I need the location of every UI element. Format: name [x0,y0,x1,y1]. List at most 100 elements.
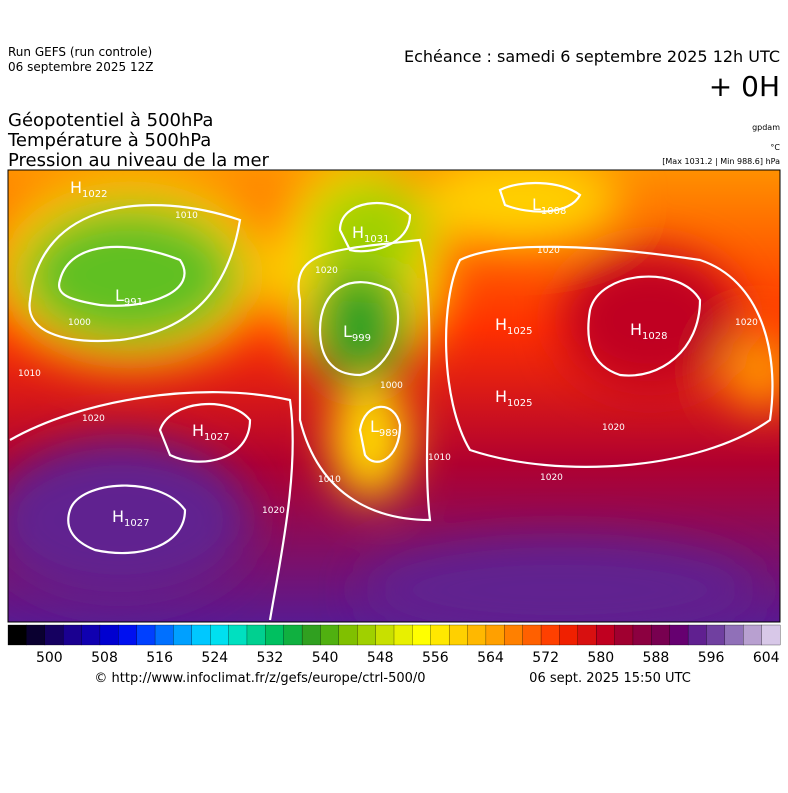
center-value: 1031 [364,234,389,245]
colorbar-swatch [118,624,138,646]
colorbar-tick-label: 524 [201,650,228,666]
colorbar-swatch [669,624,689,646]
unit: gpdam [752,123,780,132]
center-value: 989 [379,428,398,439]
colorbar-swatch [210,624,230,646]
isobar-label: 1020 [315,266,338,276]
colorbar-swatch [632,624,652,646]
pressure-center: H1025 [495,387,532,409]
colorbar-swatch [614,624,634,646]
colorbar-swatch [301,624,321,646]
colorbar-tick-label: 516 [146,650,173,666]
colorbar-swatch [283,624,303,646]
colorbar-swatch [467,624,487,646]
colorbar-swatch [99,624,119,646]
colorbar-swatch [577,624,597,646]
pressure-center: L991 [115,286,143,308]
pressure-center: H1031 [352,223,389,245]
colorbar-swatch [246,624,266,646]
colorbar-swatch [62,624,82,646]
unit: °C [770,143,780,152]
colorbar-swatch [357,624,377,646]
unit: [Max 1031.2 | Min 988.6] hPa [662,157,780,166]
colorbar-swatch [228,624,248,646]
pressure-center: H1027 [192,421,229,443]
center-value: 1027 [124,518,149,529]
center-value: 1025 [507,326,532,337]
center-kind: H [112,507,124,526]
isobar-label: 1000 [380,381,403,391]
center-value: 1028 [642,331,667,342]
colorbar-swatch [136,624,156,646]
isobar-label: 1020 [537,246,560,256]
isobar-label: 1020 [602,423,625,433]
title: Température à 500hPa [7,130,211,151]
colorbar-swatch [320,624,340,646]
colorbar-tick-label: 540 [312,650,339,666]
isobar-label: 1020 [540,473,563,483]
colorbar-swatch [375,624,395,646]
isobar-label: 1020 [262,506,285,516]
center-value: 1025 [507,398,532,409]
isobar-label: 1010 [318,475,341,485]
pressure-center: L999 [343,322,371,344]
colorbar-tick-label: 556 [422,650,449,666]
lead-time: + 0H [709,70,780,103]
colorbar-swatch [412,624,432,646]
pressure-center: H1022 [70,178,107,200]
colorbar-tick-label: 508 [91,650,118,666]
colorbar-swatch [448,624,468,646]
colorbar-swatch [706,624,726,646]
colorbar-swatch [540,624,560,646]
center-kind: H [70,178,82,197]
isobar-label: 1010 [18,369,41,379]
isobar-label: 1000 [68,318,91,328]
colorbar-swatch [559,624,579,646]
center-value: 999 [352,333,371,344]
colorbar-swatch [154,624,174,646]
colorbar-swatch [338,624,358,646]
colorbar-swatch [44,624,64,646]
colorbar-tick-label: 532 [257,650,284,666]
center-kind: H [495,315,507,334]
title: Géopotentiel à 500hPa [8,110,213,131]
valid-time: Echéance : samedi 6 septembre 2025 12h U… [404,47,780,66]
pressure-center: L1008 [532,195,566,217]
colorbar-swatch [596,624,616,646]
colorbar-swatch [761,624,781,646]
colorbar-swatch [430,624,450,646]
colorbar-tick-label: 580 [587,650,614,666]
pressure-center: H1025 [495,315,532,337]
colorbar-swatch [393,624,413,646]
colorbar-tick-label: 564 [477,650,504,666]
colorbar-tick-label: 572 [532,650,559,666]
pressure-center: H1027 [112,507,149,529]
colorbar-tick-label: 588 [643,650,670,666]
colorbar-swatch [7,624,27,646]
pressure-center: H1028 [630,320,667,342]
colorbar-swatch [724,624,744,646]
colorbar-swatch [485,624,505,646]
center-kind: L [343,322,352,341]
center-kind: H [352,223,364,242]
colorbar-swatch [504,624,524,646]
center-kind: H [192,421,204,440]
center-value: 991 [124,297,143,308]
colorbar-swatch [173,624,193,646]
center-kind: L [532,195,541,214]
isobar-label: 1010 [428,453,451,463]
pressure-center: L989 [370,417,398,439]
colorbar-tick-label: 548 [367,650,394,666]
colorbar-swatch [651,624,671,646]
center-kind: L [370,417,379,436]
center-kind: L [115,286,124,305]
colorbar-swatch [522,624,542,646]
colorbar-swatch [265,624,285,646]
run-date: 06 septembre 2025 12Z [8,60,153,74]
colorbar-swatch [191,624,211,646]
colorbar-swatch [81,624,101,646]
center-kind: H [630,320,642,339]
center-value: 1022 [82,189,107,200]
